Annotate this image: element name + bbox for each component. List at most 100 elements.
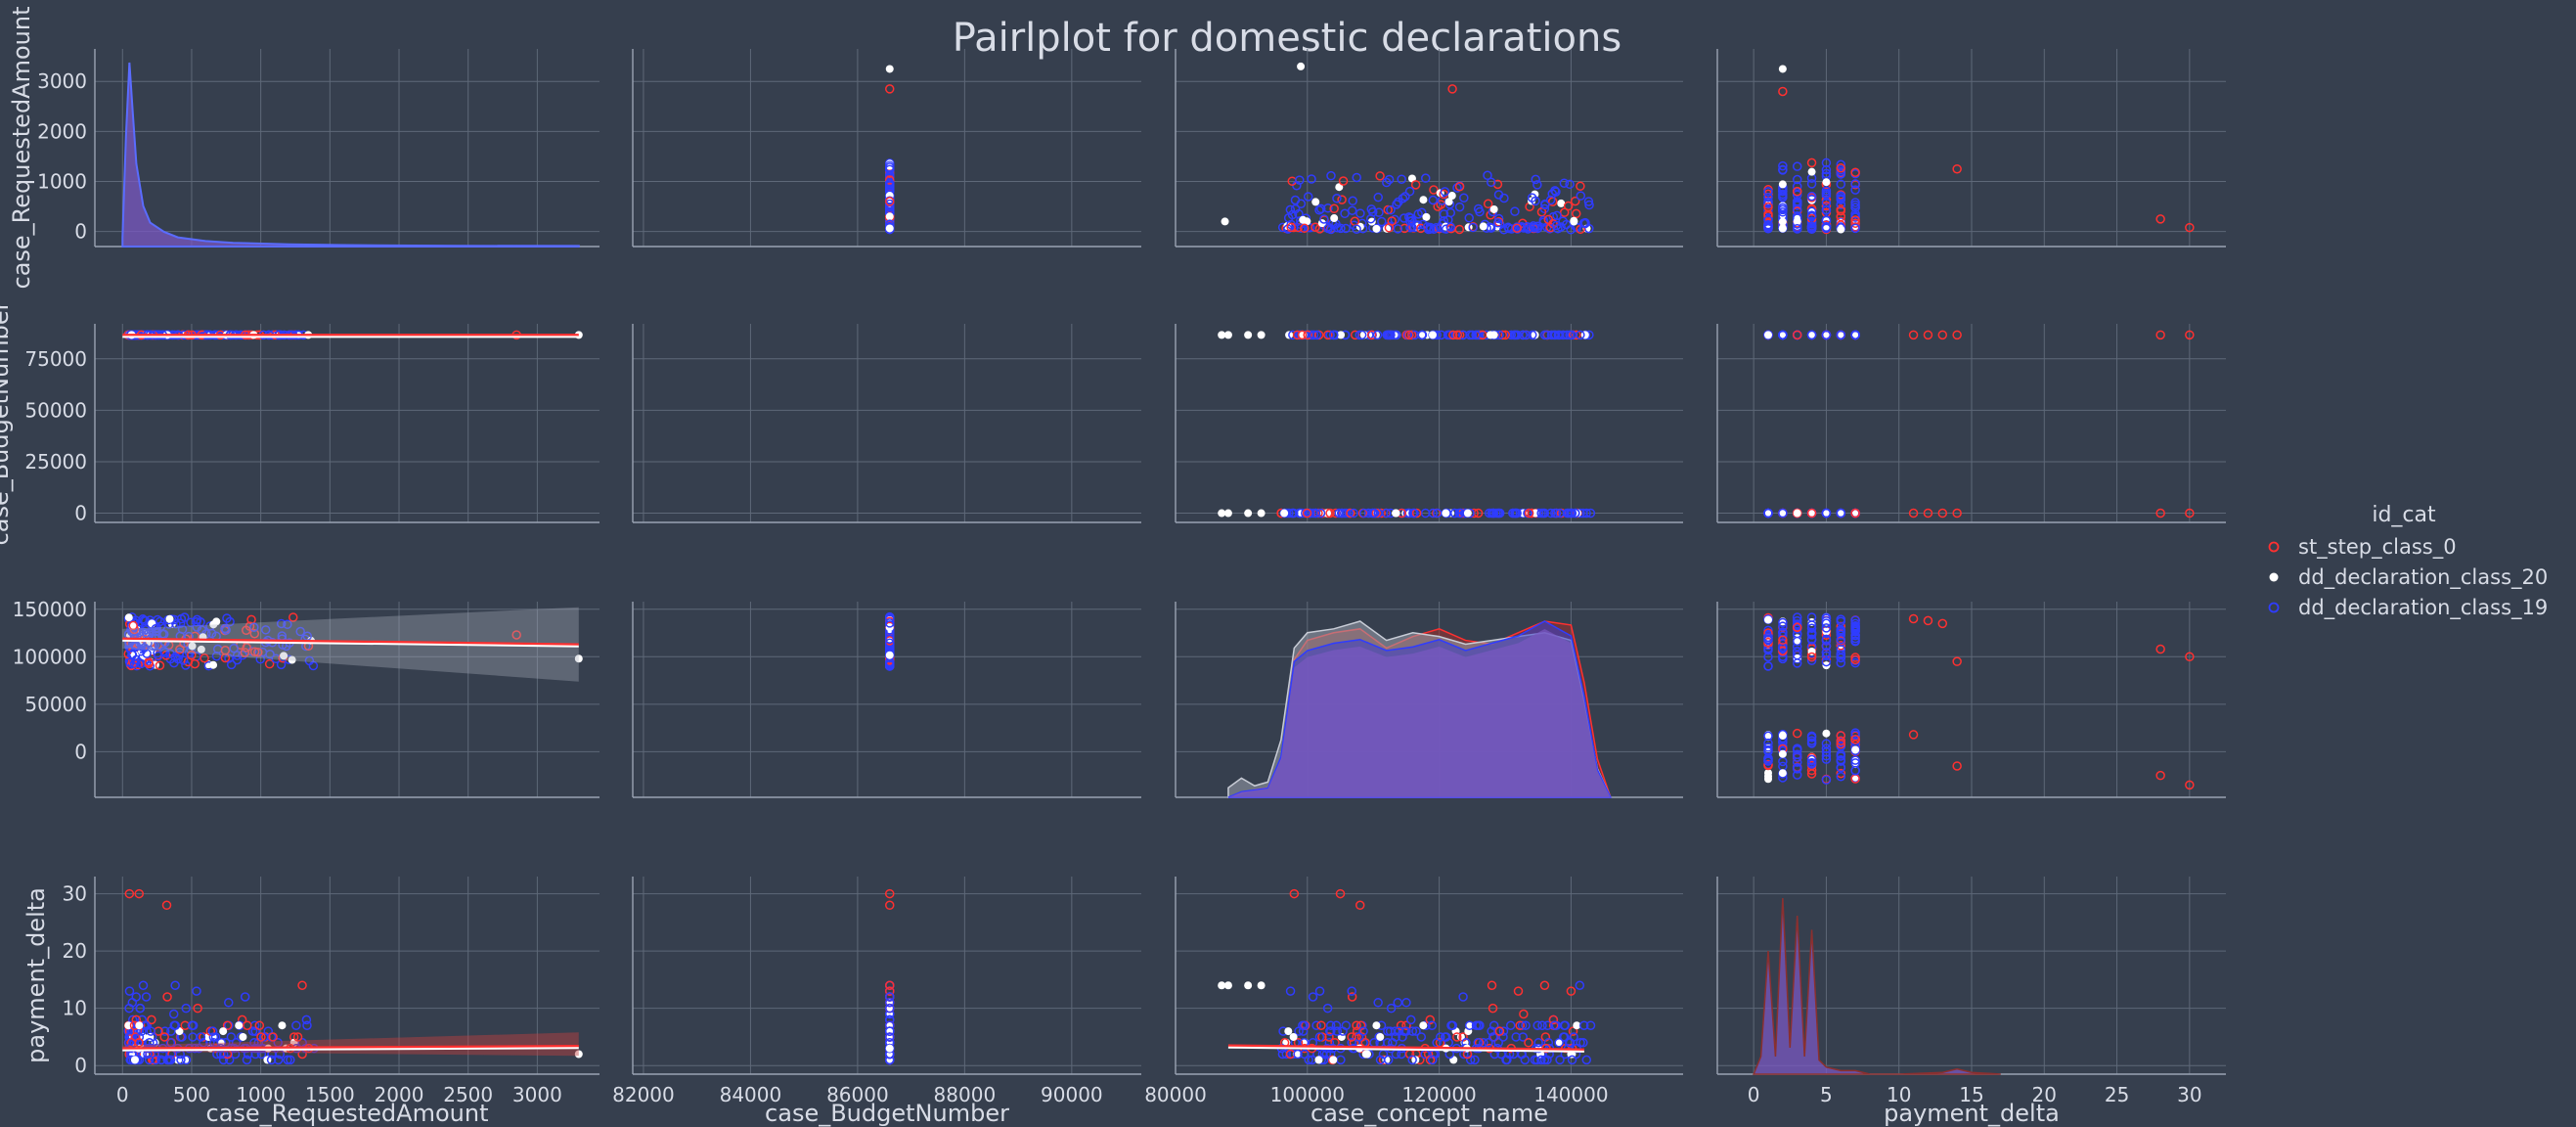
data-point bbox=[1374, 207, 1384, 217]
data-point bbox=[1473, 203, 1484, 214]
data-point bbox=[1952, 508, 1962, 518]
data-point bbox=[884, 84, 895, 94]
y-tick-label: 30 bbox=[63, 882, 87, 906]
data-point bbox=[1792, 161, 1802, 171]
data-point bbox=[574, 1050, 583, 1059]
data-point bbox=[1778, 749, 1787, 758]
data-point bbox=[1578, 1020, 1589, 1030]
data-point bbox=[1584, 200, 1594, 210]
data-point bbox=[1419, 196, 1428, 204]
data-point bbox=[151, 623, 161, 634]
panel-r0c3 bbox=[1716, 49, 2226, 248]
data-point bbox=[124, 1032, 134, 1042]
data-point bbox=[1792, 330, 1802, 340]
data-point bbox=[1850, 212, 1860, 222]
data-point bbox=[283, 1055, 292, 1065]
y-tick-label: 50000 bbox=[24, 398, 87, 422]
data-point bbox=[180, 1020, 190, 1030]
data-point bbox=[188, 1032, 198, 1042]
data-point bbox=[1494, 1026, 1505, 1036]
panel-r3c3: 0 5 10 15 20 25 30 bbox=[1716, 877, 2226, 1106]
data-point bbox=[1806, 191, 1817, 202]
data-point bbox=[1821, 204, 1832, 215]
x-tick-label: 1000 bbox=[236, 1083, 286, 1106]
data-point bbox=[1531, 196, 1540, 206]
data-point bbox=[1807, 509, 1816, 518]
data-point bbox=[1373, 192, 1383, 203]
data-point bbox=[1764, 509, 1772, 518]
data-point bbox=[884, 180, 895, 191]
data-point bbox=[1821, 648, 1832, 657]
data-point bbox=[135, 1003, 145, 1014]
x-tick-label: 3000 bbox=[512, 1083, 562, 1106]
data-point bbox=[1567, 1055, 1577, 1065]
data-point bbox=[1361, 1050, 1370, 1059]
data-point bbox=[1821, 330, 1832, 340]
data-point bbox=[884, 980, 895, 990]
data-point bbox=[1393, 998, 1402, 1008]
data-point bbox=[884, 1003, 895, 1014]
x-tick-label: 140000 bbox=[1533, 1083, 1608, 1106]
data-point bbox=[1300, 223, 1310, 234]
data-point bbox=[1583, 197, 1594, 206]
data-point bbox=[1488, 1003, 1498, 1014]
data-point bbox=[260, 625, 271, 635]
data-point bbox=[1836, 645, 1846, 654]
x-tick-label: 90000 bbox=[1041, 1083, 1103, 1106]
data-point bbox=[176, 1055, 186, 1065]
data-point bbox=[197, 645, 205, 654]
legend-marker bbox=[2268, 541, 2280, 553]
data-point bbox=[885, 224, 894, 233]
data-point bbox=[1836, 641, 1846, 651]
data-point bbox=[1340, 508, 1350, 518]
data-point bbox=[884, 197, 895, 206]
data-point bbox=[1315, 203, 1326, 214]
data-point bbox=[1335, 888, 1346, 899]
data-point bbox=[187, 650, 197, 660]
data-point bbox=[1581, 508, 1591, 518]
data-point bbox=[138, 980, 149, 990]
data-point bbox=[1311, 330, 1322, 340]
data-point bbox=[153, 648, 162, 658]
data-point bbox=[1836, 650, 1846, 660]
data-point bbox=[1308, 992, 1318, 1002]
data-point bbox=[1445, 222, 1455, 232]
data-point bbox=[1850, 622, 1860, 632]
data-point bbox=[240, 648, 250, 657]
x-tick-label: 2000 bbox=[375, 1083, 424, 1106]
data-point bbox=[291, 1020, 301, 1030]
data-point bbox=[1487, 980, 1497, 990]
data-point bbox=[1937, 508, 1948, 518]
data-point bbox=[1435, 1038, 1445, 1048]
data-point bbox=[1806, 330, 1817, 340]
data-point bbox=[1547, 197, 1558, 206]
data-point bbox=[1349, 508, 1358, 518]
data-point bbox=[1851, 331, 1860, 339]
data-point bbox=[1806, 211, 1817, 221]
data-point bbox=[1355, 208, 1365, 218]
data-point bbox=[1763, 210, 1773, 221]
y-tick-label: 0 bbox=[74, 740, 87, 763]
data-point bbox=[1565, 179, 1575, 190]
data-point bbox=[1305, 508, 1315, 518]
data-point bbox=[1850, 218, 1860, 228]
data-point bbox=[1393, 331, 1401, 339]
data-point bbox=[1822, 178, 1831, 187]
data-point bbox=[181, 1055, 192, 1065]
data-point bbox=[1821, 201, 1832, 211]
data-point bbox=[1310, 508, 1321, 518]
x-tick-label: 5 bbox=[1820, 1083, 1833, 1106]
data-point bbox=[1763, 731, 1773, 742]
data-point bbox=[1346, 508, 1355, 518]
data-point bbox=[254, 1020, 265, 1030]
data-point bbox=[1422, 212, 1431, 221]
data-point bbox=[1386, 1003, 1397, 1014]
data-point bbox=[1529, 223, 1539, 233]
data-point bbox=[1792, 186, 1802, 197]
data-point bbox=[1578, 1038, 1588, 1048]
data-point bbox=[884, 175, 895, 185]
data-point bbox=[1576, 181, 1585, 192]
data-point bbox=[1473, 1038, 1483, 1048]
x-axis-label: case_RequestedAmount bbox=[206, 1100, 489, 1127]
data-point bbox=[159, 1032, 169, 1042]
